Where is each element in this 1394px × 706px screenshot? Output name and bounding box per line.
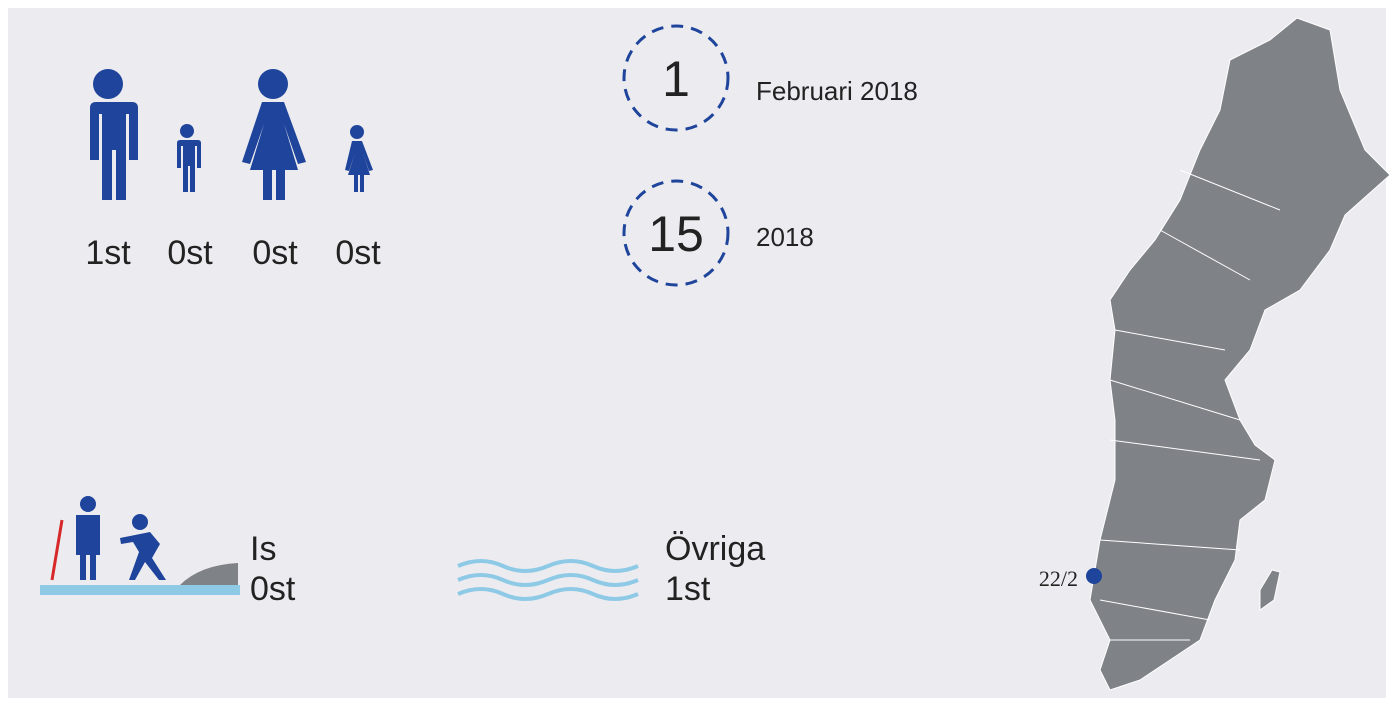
sweden-map [1089,17,1391,691]
map-marker [1086,568,1102,584]
count-label: 1st [85,234,131,272]
ice-icon [40,496,240,595]
count-label: 0st [252,234,298,272]
count-label: 0st [167,234,213,272]
category-name: Övriga [665,530,765,568]
date-circle [622,179,730,287]
category-name: Is [250,530,276,568]
date-text: Februari 2018 [756,76,918,106]
water-icon [457,559,639,601]
marker-label: 22/2 [1039,566,1078,591]
count-label: 0st [335,234,381,272]
woman-icon [242,69,306,200]
date-number: 1 [662,51,690,107]
category-count: 1st [665,570,711,608]
date-circle [622,24,730,132]
date-number: 15 [648,206,704,262]
boy-icon [176,124,201,192]
girl-icon [345,125,373,192]
date-text: 2018 [756,222,814,252]
category-count: 0st [250,570,296,608]
man-icon [84,69,138,200]
people-icons [84,69,373,200]
